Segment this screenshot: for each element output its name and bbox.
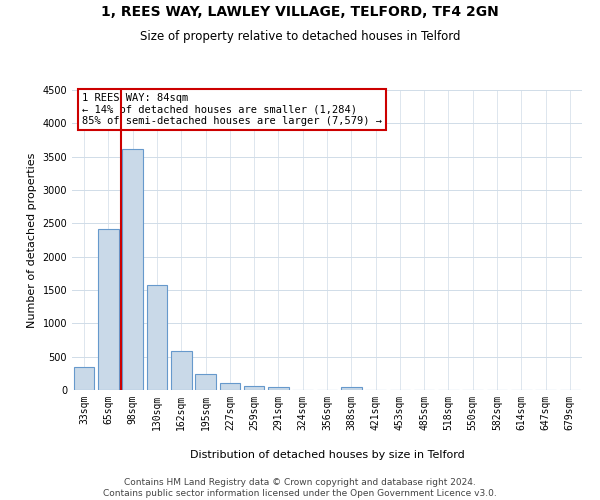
Text: 1, REES WAY, LAWLEY VILLAGE, TELFORD, TF4 2GN: 1, REES WAY, LAWLEY VILLAGE, TELFORD, TF… — [101, 5, 499, 19]
Bar — [341, 386, 362, 390]
Bar — [171, 350, 191, 390]
Text: 1 REES WAY: 84sqm
← 14% of detached houses are smaller (1,284)
85% of semi-detac: 1 REES WAY: 84sqm ← 14% of detached hous… — [82, 93, 382, 126]
Bar — [98, 228, 119, 390]
Text: Distribution of detached houses by size in Telford: Distribution of detached houses by size … — [190, 450, 464, 460]
Bar — [244, 386, 265, 390]
Bar — [122, 148, 143, 390]
Bar — [268, 386, 289, 390]
Bar — [195, 374, 216, 390]
Text: Size of property relative to detached houses in Telford: Size of property relative to detached ho… — [140, 30, 460, 43]
Y-axis label: Number of detached properties: Number of detached properties — [27, 152, 37, 328]
Text: Contains HM Land Registry data © Crown copyright and database right 2024.
Contai: Contains HM Land Registry data © Crown c… — [103, 478, 497, 498]
Bar — [220, 384, 240, 390]
Bar — [74, 366, 94, 390]
Bar — [146, 284, 167, 390]
